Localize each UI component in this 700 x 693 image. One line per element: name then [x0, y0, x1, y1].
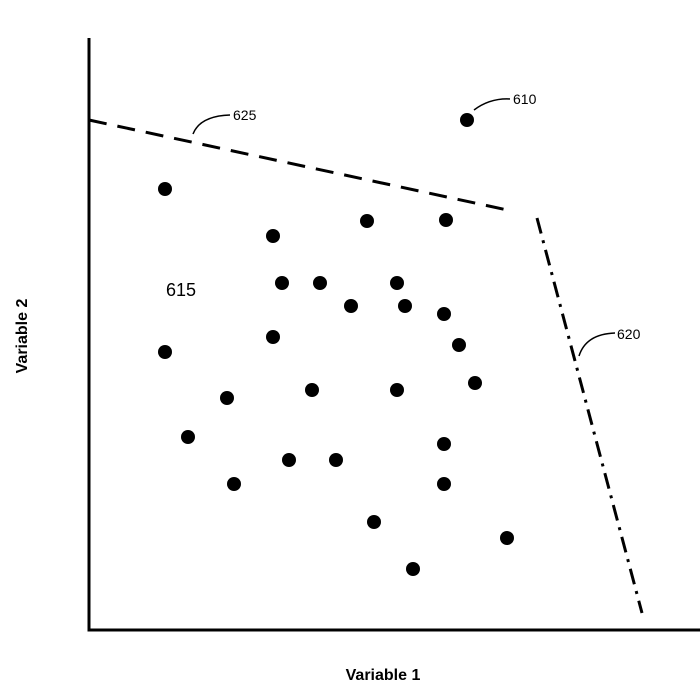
data-point: [275, 276, 289, 290]
label-625: 625: [233, 107, 257, 123]
data-point: [390, 383, 404, 397]
data-point: [360, 214, 374, 228]
label-610: 610: [513, 91, 537, 107]
x-axis-title: Variable 1: [346, 667, 421, 684]
data-point: [468, 376, 482, 390]
data-point: [452, 338, 466, 352]
data-point: [313, 276, 327, 290]
data-point: [367, 515, 381, 529]
data-point: [437, 477, 451, 491]
leader-610: [473, 98, 511, 111]
data-point: [406, 562, 420, 576]
y-axis-title: Variable 2: [14, 299, 31, 374]
data-point: [158, 345, 172, 359]
leader-620: [578, 332, 616, 357]
label-620: 620: [617, 326, 641, 342]
data-point: [398, 299, 412, 313]
data-point: [158, 182, 172, 196]
data-point: [500, 531, 514, 545]
data-point: [220, 391, 234, 405]
data-point: [439, 213, 453, 227]
data-point: [305, 383, 319, 397]
data-point: [266, 229, 280, 243]
boundary-625-dashed: [88, 118, 513, 213]
data-point: [437, 307, 451, 321]
leader-625: [192, 114, 231, 135]
data-point: [344, 299, 358, 313]
outlier-point-610: [460, 113, 474, 127]
data-point: [266, 330, 280, 344]
points: [158, 113, 514, 576]
data-point: [227, 477, 241, 491]
data-point: [437, 437, 451, 451]
label-615: 615: [166, 280, 196, 300]
data-point: [181, 430, 195, 444]
data-point: [390, 276, 404, 290]
boundary-620-dashdot: [535, 217, 644, 614]
data-point: [329, 453, 343, 467]
data-point: [282, 453, 296, 467]
